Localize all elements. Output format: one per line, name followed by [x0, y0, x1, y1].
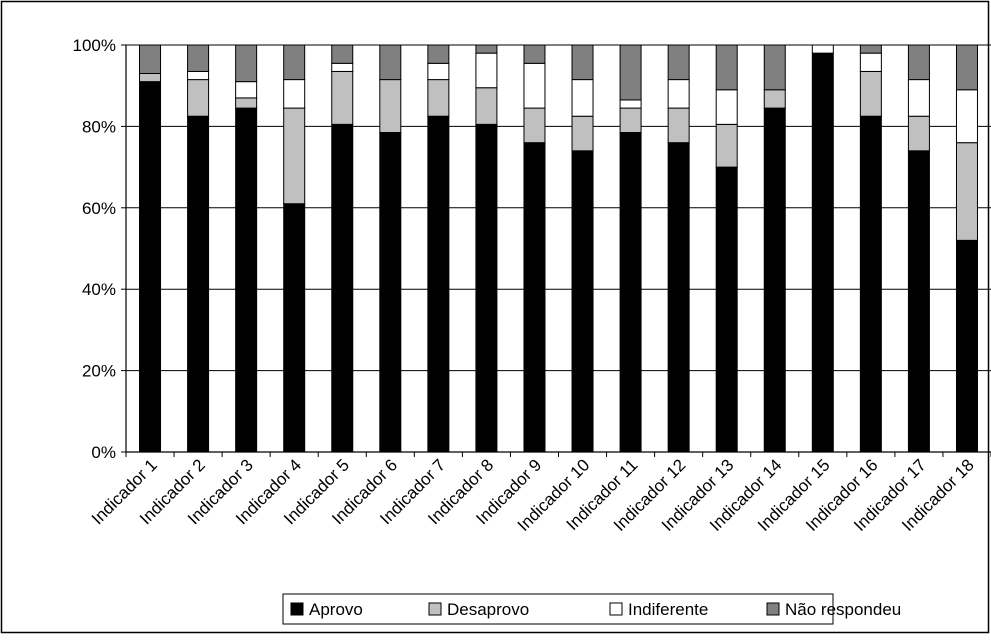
- bar-segment: [571, 44, 594, 81]
- bar-segment: [475, 123, 498, 453]
- bar-segment: [619, 132, 642, 453]
- bar-segment: [475, 87, 498, 125]
- bar-segment: [235, 44, 258, 83]
- bar-segment: [619, 99, 642, 109]
- bar-segment: [475, 44, 498, 54]
- legend-label: Desaprovo: [447, 600, 529, 619]
- bar-segment: [619, 44, 642, 101]
- y-axis-tick-labels: 0% 20% 40% 60% 80% 100%: [73, 36, 116, 462]
- bar-segment: [523, 62, 546, 109]
- legend-label: Indiferente: [628, 600, 708, 619]
- bar-segment: [379, 132, 402, 453]
- bar-segment: [715, 44, 738, 91]
- bar-segment: [187, 44, 210, 72]
- y-tick-label: 80%: [82, 117, 116, 136]
- bar-segment: [715, 166, 738, 453]
- legend-swatch: [766, 602, 780, 616]
- bar-segment: [427, 79, 450, 117]
- bar-segment: [331, 70, 354, 125]
- bar-segment: [235, 97, 258, 109]
- y-tick-label: 0%: [91, 443, 116, 462]
- legend-swatch: [290, 602, 304, 616]
- bar-segment: [427, 115, 450, 453]
- bar-segment: [859, 70, 882, 117]
- bar-segment: [283, 44, 306, 81]
- bar-segment: [379, 79, 402, 134]
- y-tick-label: 40%: [82, 280, 116, 299]
- legend-label: Aprovo: [309, 600, 363, 619]
- bar-segment: [715, 89, 738, 125]
- bar-segment: [955, 239, 978, 453]
- bar-segment: [955, 44, 978, 91]
- bar-segment: [331, 44, 354, 64]
- legend-box: [282, 593, 834, 625]
- bar-segment: [859, 44, 882, 54]
- bar-segment: [763, 107, 786, 453]
- bar-segment: [667, 79, 690, 109]
- legend-label: Não respondeu: [785, 600, 901, 619]
- bar-segment: [523, 44, 546, 64]
- bar-segment: [859, 115, 882, 453]
- bar-segment: [667, 44, 690, 81]
- bar-segment: [763, 44, 786, 91]
- bar-segment: [907, 150, 930, 453]
- bar-segment: [427, 62, 450, 81]
- legend-swatch: [428, 602, 442, 616]
- legend-swatch: [609, 602, 623, 616]
- bar-segment: [283, 107, 306, 205]
- bar-segment: [379, 44, 402, 81]
- bar-segment: [571, 79, 594, 117]
- axes: [125, 45, 991, 457]
- y-tick-label: 20%: [82, 362, 116, 381]
- bar-segment: [283, 203, 306, 453]
- bar-segment: [187, 70, 210, 81]
- bar-segment: [331, 123, 354, 453]
- gridlines: [121, 44, 991, 453]
- bar-segment: [571, 150, 594, 453]
- bar-segment: [187, 115, 210, 453]
- bar-segment: [667, 142, 690, 453]
- bar-segment: [907, 115, 930, 152]
- bar-segment: [427, 44, 450, 64]
- bar-segment: [907, 44, 930, 81]
- y-tick-label: 60%: [82, 199, 116, 218]
- y-tick-label: 100%: [73, 36, 116, 55]
- bar-segment: [187, 79, 210, 117]
- bar-segment: [139, 81, 162, 453]
- bar-segment: [235, 107, 258, 453]
- bar-segment: [139, 44, 162, 74]
- bar-segment: [763, 89, 786, 109]
- bar-segment: [955, 142, 978, 241]
- bar-segment: [667, 107, 690, 144]
- bar-segment: [859, 52, 882, 72]
- bar-segment: [331, 62, 354, 72]
- bar-segment: [523, 107, 546, 144]
- bars: [139, 44, 978, 453]
- bar-segment: [811, 52, 834, 453]
- bar-segment: [475, 52, 498, 89]
- bar-segment: [907, 79, 930, 117]
- bar-segment: [139, 72, 162, 83]
- bar-segment: [811, 44, 834, 54]
- legend: Aprovo Desaprovo Indiferente Não respondeu: [282, 593, 901, 625]
- bar-segment: [571, 115, 594, 152]
- bar-segment: [235, 81, 258, 99]
- bar-segment: [955, 89, 978, 144]
- bar-segment: [715, 123, 738, 168]
- bar-segment: [619, 107, 642, 134]
- bar-segment: [523, 142, 546, 453]
- bar-segment: [283, 79, 306, 109]
